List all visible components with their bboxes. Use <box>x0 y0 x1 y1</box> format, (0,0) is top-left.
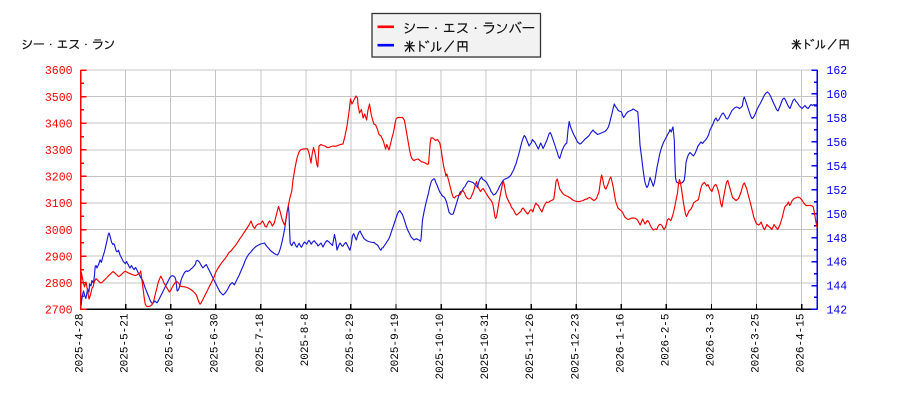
svg-text:2025-10-10: 2025-10-10 <box>435 314 447 380</box>
svg-text:3600: 3600 <box>45 65 73 78</box>
svg-text:2025-10-31: 2025-10-31 <box>480 313 492 379</box>
svg-text:150: 150 <box>827 209 848 222</box>
svg-text:2026-3-3: 2026-3-3 <box>706 314 718 367</box>
svg-text:162: 162 <box>827 65 848 78</box>
svg-text:148: 148 <box>827 233 848 246</box>
svg-text:3300: 3300 <box>45 145 73 158</box>
svg-text:2025-4-28: 2025-4-28 <box>75 314 87 373</box>
svg-text:2025-6-30: 2025-6-30 <box>210 314 222 373</box>
svg-text:2025-7-18: 2025-7-18 <box>255 314 267 373</box>
svg-text:2025-5-21: 2025-5-21 <box>120 313 132 373</box>
svg-text:2900: 2900 <box>45 251 73 264</box>
svg-text:160: 160 <box>827 89 848 102</box>
svg-text:144: 144 <box>827 281 848 294</box>
svg-text:2800: 2800 <box>45 278 73 291</box>
svg-text:156: 156 <box>827 137 848 150</box>
svg-text:142: 142 <box>827 305 848 318</box>
svg-text:146: 146 <box>827 257 848 270</box>
svg-text:2025-6-10: 2025-6-10 <box>165 314 177 373</box>
svg-text:2025-11-26: 2025-11-26 <box>525 314 537 380</box>
svg-text:152: 152 <box>827 185 848 198</box>
svg-text:2026-4-15: 2026-4-15 <box>796 314 808 373</box>
svg-text:2025-12-23: 2025-12-23 <box>570 314 582 380</box>
svg-text:3400: 3400 <box>45 118 73 131</box>
svg-text:3000: 3000 <box>45 225 73 238</box>
svg-text:3200: 3200 <box>45 172 73 185</box>
svg-text:2025-9-19: 2025-9-19 <box>390 314 402 373</box>
svg-text:2026-2-5: 2026-2-5 <box>660 314 672 367</box>
svg-text:158: 158 <box>827 113 848 126</box>
svg-text:2025-8-8: 2025-8-8 <box>300 314 312 367</box>
svg-text:154: 154 <box>827 161 848 174</box>
svg-text:3500: 3500 <box>45 92 73 105</box>
svg-text:2026-3-25: 2026-3-25 <box>751 314 763 373</box>
svg-text:2700: 2700 <box>45 305 73 318</box>
svg-text:3100: 3100 <box>45 198 73 211</box>
svg-text:2026-1-16: 2026-1-16 <box>615 314 627 373</box>
svg-text:2025-8-29: 2025-8-29 <box>345 314 357 373</box>
